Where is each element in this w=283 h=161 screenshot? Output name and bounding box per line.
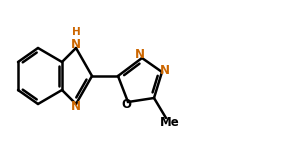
Text: N: N	[160, 63, 170, 76]
Text: N: N	[135, 47, 145, 61]
Text: H: H	[72, 27, 80, 37]
Text: N: N	[71, 99, 81, 113]
Text: O: O	[121, 98, 131, 110]
Text: N: N	[71, 38, 81, 51]
Text: Me: Me	[160, 115, 180, 128]
